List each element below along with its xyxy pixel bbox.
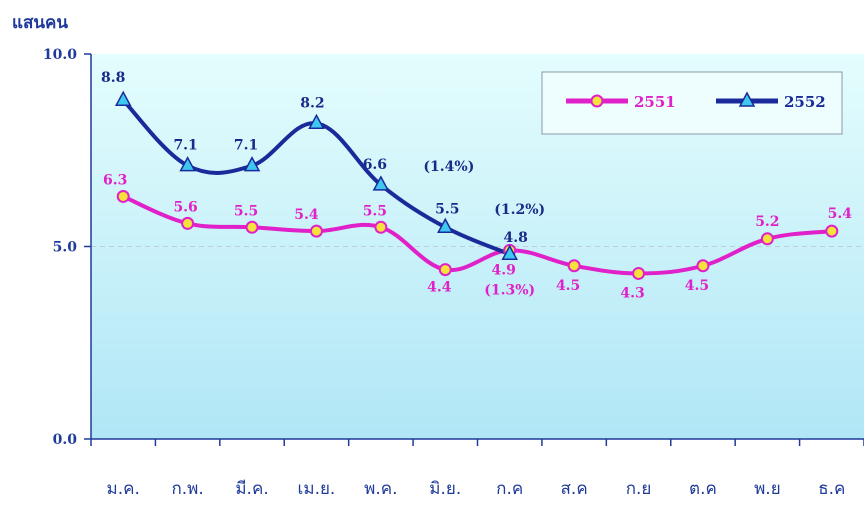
- x-tick-label: มิ.ย.: [429, 479, 461, 499]
- data-label-2552: 8.2: [300, 95, 324, 111]
- data-label-2551: 5.5: [363, 203, 387, 219]
- data-label-2552: 5.5: [435, 201, 459, 217]
- legend-marker-2551: [590, 94, 604, 108]
- data-point-2551: [567, 259, 581, 273]
- data-point-2551: [374, 220, 388, 234]
- data-label-2551: 4.5: [685, 278, 709, 294]
- data-label-2551: 5.2: [755, 214, 779, 230]
- data-label-2551: 4.3: [620, 285, 644, 301]
- data-point-2551: [245, 220, 259, 234]
- x-tick-label: ก.ค: [496, 479, 523, 499]
- data-point-2552: [501, 244, 518, 260]
- data-point-2551: [632, 266, 646, 280]
- data-label-2552: 7.1: [173, 138, 197, 154]
- x-tick-label: มี.ค.: [235, 479, 268, 499]
- annotation-label: (1.2%): [494, 202, 545, 218]
- data-label-2551: 4.4: [427, 280, 452, 296]
- data-label-2551: 5.6: [173, 199, 197, 215]
- x-tick-label: เม.ย.: [298, 479, 336, 499]
- data-label-2551: 6.3: [103, 172, 127, 188]
- x-tick-label: ส.ค: [561, 479, 588, 499]
- data-label-2552: 4.8: [504, 230, 528, 246]
- y-axis-label: แสนคน: [12, 13, 68, 33]
- data-label-2552: 7.1: [234, 138, 258, 154]
- data-label-2552: 8.8: [101, 70, 125, 86]
- data-label-2552: 6.6: [363, 157, 387, 173]
- annotation-label: (1.4%): [423, 159, 474, 175]
- y-tick-label: 5.0: [53, 240, 78, 256]
- x-tick-label: ก.ย: [626, 479, 652, 499]
- data-point-2552: [308, 113, 325, 130]
- x-tick-label: ธ.ค: [818, 479, 845, 499]
- data-label-2551: 5.4: [828, 206, 853, 222]
- y-tick-label: 10.0: [43, 47, 77, 63]
- legend-marker-2552: [738, 91, 756, 107]
- data-point-2551: [825, 224, 839, 238]
- data-point-2552: [179, 156, 196, 172]
- data-point-2551: [116, 189, 130, 203]
- data-label-2551: 5.5: [234, 203, 258, 219]
- data-point-2551: [438, 263, 452, 277]
- data-point-2551: [696, 259, 710, 273]
- data-point-2552: [243, 156, 261, 172]
- data-point-2551: [309, 224, 323, 238]
- annotation-label: (1.3%): [484, 282, 535, 298]
- data-label-2551: 4.9: [492, 262, 516, 278]
- data-label-2551: 4.5: [556, 278, 580, 294]
- x-tick-label: ต.ค: [689, 479, 717, 499]
- x-tick-label: พ.ค.: [364, 479, 397, 499]
- x-tick-label: ก.พ.: [171, 479, 203, 499]
- data-point-2552: [437, 217, 454, 233]
- data-point-2552: [114, 90, 132, 106]
- legend-label-2552: 2552: [784, 93, 826, 111]
- legend-label-2551: 2551: [634, 93, 676, 111]
- x-tick-label: ม.ค.: [107, 479, 140, 499]
- x-tick-label: พ.ย: [754, 479, 781, 499]
- data-label-2551: 5.4: [294, 207, 319, 223]
- data-point-2551: [181, 216, 195, 230]
- data-point-2551: [760, 232, 774, 246]
- data-point-2552: [372, 175, 390, 191]
- y-tick-label: 0.0: [53, 432, 78, 448]
